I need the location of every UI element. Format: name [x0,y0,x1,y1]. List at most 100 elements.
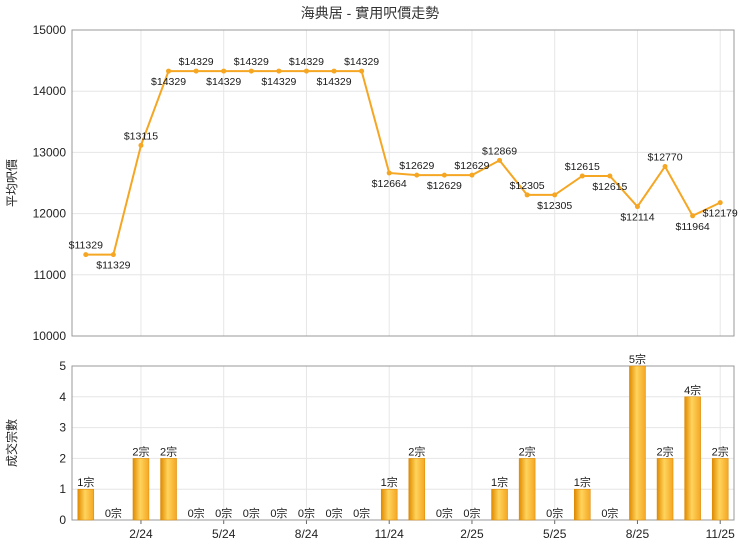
price-line-panel: 10000 11000 12000 13000 14000 15000 平均呎價 $11329… [5,23,738,343]
price-point [359,68,365,74]
price-data-label: $11329 [96,260,130,272]
volume-bar [711,458,729,521]
volume-data-label: 5宗 [629,352,646,366]
price-data-label: $14329 [289,56,324,68]
y-axis-label: 平均呎價 [5,159,19,207]
price-point [441,172,447,178]
volume-data-label: 0宗 [105,506,122,520]
price-point [634,204,640,210]
price-data-label: $11964 [675,221,709,233]
x-tick-label: 5/25 [543,527,567,541]
volume-data-label: 2宗 [408,444,425,458]
volume-bar [380,488,398,521]
y-tick-label: 1 [59,482,66,496]
price-point [331,68,337,74]
volume-bar [656,458,674,521]
volume-bar [629,365,646,521]
price-data-label: $12305 [510,180,545,192]
volume-bar [132,458,150,521]
volume-data-label: 0宗 [298,506,315,520]
y-tick-label: 0 [59,513,66,527]
volume-data-label: 0宗 [353,506,370,520]
plot-frame [71,29,735,337]
price-data-label: $14329 [234,56,269,68]
price-point [138,142,144,148]
volume-bar [574,488,591,521]
price-point [303,68,309,74]
price-data-label: $14329 [261,76,296,88]
x-tick-label: 5/24 [212,527,236,541]
price-data-label: $14329 [317,76,352,88]
price-data-label: $14329 [206,76,241,88]
volume-data-label: 0宗 [325,506,342,520]
price-data-label: $12770 [648,151,683,163]
price-point [690,213,696,219]
price-data-label: $12664 [372,178,407,190]
price-point [221,68,227,74]
x-tick-label: 8/24 [295,527,319,541]
price-data-label: $12869 [482,145,517,157]
price-point [552,192,558,198]
price-data-label: $13115 [124,130,158,142]
y-axis-label: 成交宗數 [4,419,19,467]
x-tick-label: 2/24 [129,527,153,541]
y-tick-label: 3 [59,421,66,435]
price-point [497,157,503,163]
volume-bar [491,488,508,521]
price-data-label: $12615 [592,181,627,193]
volume-bar [408,458,426,521]
volume-data-label: 0宗 [243,506,260,520]
volume-bar-panel: 0 1 2 3 4 5 2/24 5/24 8/24 11/24 2/25 5/25 8/25 11/25… [4,352,735,541]
price-data-label: $12179 [703,208,738,220]
price-point [276,68,282,74]
volume-data-label: 1宗 [77,475,94,489]
y-tick-label: 4 [59,390,66,404]
volume-data-label: 2宗 [519,444,536,458]
volume-data-label: 2宗 [132,444,149,458]
volume-data-label: 2宗 [712,444,729,458]
price-data-label: $12629 [427,180,462,192]
volume-bar [160,458,177,521]
volume-data-label: 0宗 [270,506,287,520]
price-point [469,172,475,178]
volume-data-label: 0宗 [601,506,618,520]
y-tick-label: 14000 [33,84,67,98]
price-point [193,68,199,74]
price-data-label: $12305 [537,200,572,212]
y-tick-label: 12000 [33,207,67,221]
volume-data-label: 1宗 [574,475,591,489]
y-tick-label: 2 [59,451,66,465]
price-data-label: $12629 [399,160,434,172]
price-series-line [85,70,721,256]
price-point [662,163,668,169]
y-tick-label: 11000 [34,268,67,282]
price-point [524,192,530,198]
price-data-label: $12629 [454,160,489,172]
x-tick-label: 8/25 [626,527,650,541]
volume-data-label: 0宗 [546,506,563,520]
price-point [414,172,420,178]
price-data-label: $14329 [344,56,379,68]
price-point [83,252,89,258]
price-data-label: $14329 [179,56,214,68]
price-point [717,200,723,206]
volume-bar [77,488,95,521]
x-tick-label: 11/24 [375,527,404,541]
x-tick-label: 11/25 [706,527,735,541]
price-data-label: $14329 [151,76,186,88]
price-point [386,170,392,176]
volume-data-label: 2宗 [656,444,673,458]
volume-data-label: 2宗 [160,444,177,458]
price-point [110,252,116,258]
volume-data-label: 0宗 [188,506,205,520]
volume-data-label: 1宗 [491,475,508,489]
price-point [166,68,172,74]
volume-data-label: 0宗 [463,506,480,520]
volume-bar [684,396,701,521]
y-tick-label: 13000 [33,145,67,159]
price-point [248,68,254,74]
y-tick-label: 5 [59,359,66,373]
volume-data-label: 0宗 [215,506,232,520]
y-tick-label: 10000 [33,329,67,343]
